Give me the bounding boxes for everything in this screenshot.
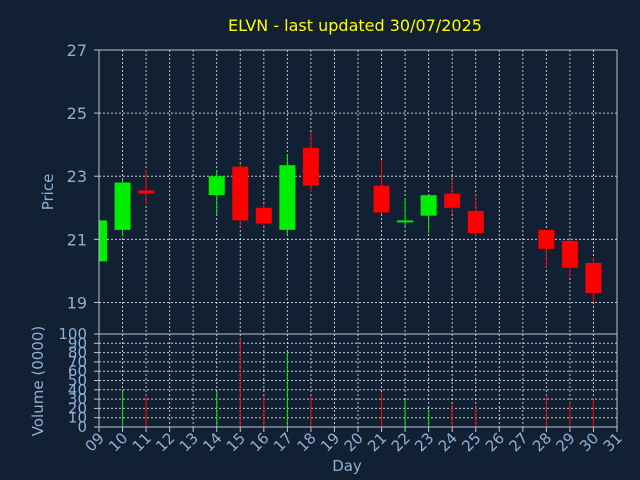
volume-panel-frame	[98, 333, 618, 428]
candle-body	[138, 190, 155, 194]
candle-body	[208, 176, 225, 196]
volume-tick-label: 80	[68, 344, 87, 362]
chart-title: ELVN - last updated 30/07/2025	[228, 16, 482, 35]
price-axis: 19 21 23 25 27	[67, 41, 99, 312]
volume-axis-label: Volume (0000)	[29, 326, 47, 436]
x-axis: 0910111213141516171819202122232425262728…	[82, 427, 626, 455]
volume-tick-label: 30	[68, 390, 87, 408]
candle-body	[538, 229, 555, 249]
candle-body	[444, 193, 461, 208]
price-axis-label: Price	[39, 174, 57, 211]
candle-body	[585, 263, 602, 293]
volume-tick-label: 20	[68, 399, 87, 417]
candle-body	[467, 210, 484, 234]
volume-tick-label: 40	[68, 381, 87, 399]
volume-tick-label: 0	[77, 418, 87, 436]
price-tick-label: 21	[67, 230, 87, 249]
candle-body	[99, 220, 107, 262]
volume-tick-label: 50	[68, 372, 87, 390]
candle-body	[114, 182, 131, 230]
candle-body	[420, 195, 437, 216]
candle-body	[232, 166, 249, 221]
candle-body	[279, 165, 296, 230]
volume-tick-label: 90	[68, 334, 87, 352]
price-tick-label: 25	[67, 104, 87, 123]
candle-body	[397, 220, 414, 223]
volume-bars	[122, 338, 594, 427]
candle-body	[255, 207, 272, 224]
candle-body	[373, 185, 390, 213]
price-tick-label: 19	[67, 293, 87, 312]
price-tick-label: 23	[67, 167, 87, 186]
volume-tick-label: 10	[68, 409, 87, 427]
candle-body	[302, 147, 319, 186]
volume-tick-label: 60	[68, 362, 87, 380]
candle-body	[561, 240, 578, 268]
price-candles	[98, 132, 602, 303]
volume-tick-label: 70	[68, 353, 87, 371]
x-axis-label: Day	[332, 457, 362, 475]
volume-tick-label: 100	[58, 325, 87, 343]
price-tick-label: 27	[67, 41, 87, 60]
